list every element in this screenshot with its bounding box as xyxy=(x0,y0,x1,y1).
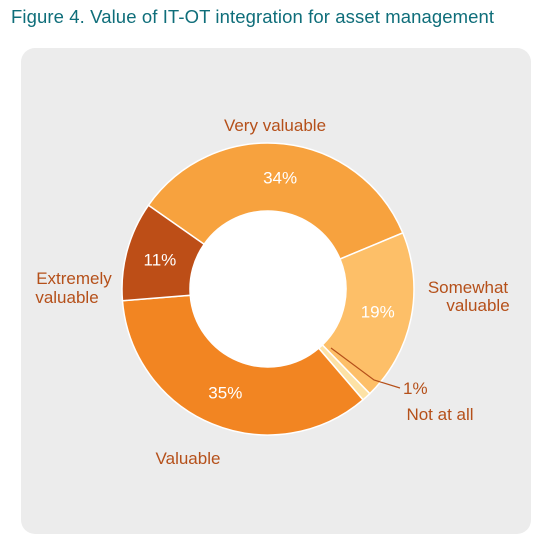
category-label-very-valuable: Very valuable xyxy=(224,116,326,135)
slice-valuable xyxy=(121,294,365,436)
category-label-somewhat-valuable: Somewhat xyxy=(428,278,509,297)
value-label-very-valuable: 34% xyxy=(263,169,297,188)
leader-line-not-at-all xyxy=(330,347,401,389)
category-label-valuable: Valuable xyxy=(156,449,221,468)
category-label-extremely-valuable: valuable xyxy=(35,288,98,307)
value-label-valuable: 35% xyxy=(208,384,242,403)
slice-somewhat-valuable xyxy=(321,231,415,395)
donut-hole xyxy=(190,211,346,367)
slice-very-valuable xyxy=(147,142,404,261)
value-label-somewhat-valuable: 19% xyxy=(361,303,395,322)
value-label-extremely-valuable: 11% xyxy=(144,251,177,270)
category-label-not-at-all: Not at all xyxy=(406,405,473,424)
slice-extremely-valuable xyxy=(121,204,206,302)
figure-title: Figure 4. Value of IT-OT integration for… xyxy=(11,6,495,27)
value-label-not-at-all: 1% xyxy=(403,379,428,398)
category-label-somewhat-valuable: valuable xyxy=(446,296,509,315)
category-label-extremely-valuable: Extremely xyxy=(36,269,112,288)
